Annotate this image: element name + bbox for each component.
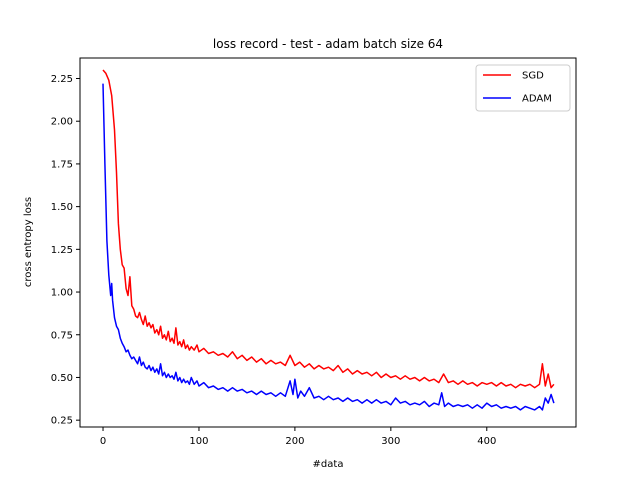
y-tick-label: 0.75 bbox=[51, 330, 73, 341]
y-axis: 0.25 0.50 0.75 1.00 1.25 1.50 1.75 2.00 2.25 bbox=[51, 74, 80, 427]
y-tick-label: 1.75 bbox=[51, 159, 73, 170]
legend-label-adam: ADAM bbox=[522, 94, 552, 105]
series-line-sgd bbox=[102, 69, 555, 389]
y-tick-label: 2.00 bbox=[51, 117, 73, 128]
y-tick-label: 0.25 bbox=[51, 416, 73, 427]
y-tick-label: 2.25 bbox=[51, 74, 73, 85]
y-tick-label: 1.50 bbox=[51, 202, 73, 213]
plot-frame bbox=[79, 57, 577, 428]
chart-title: loss record - test - adam batch size 64 bbox=[213, 37, 443, 51]
x-tick-label: 0 bbox=[100, 436, 106, 447]
y-tick-label: 0.50 bbox=[51, 373, 73, 384]
legend-box bbox=[475, 64, 571, 112]
plot-area bbox=[102, 69, 555, 411]
series-line-adam bbox=[102, 83, 555, 411]
x-axis: 0 100 200 300 400 bbox=[100, 427, 496, 447]
x-tick-label: 400 bbox=[477, 436, 496, 447]
x-tick-label: 300 bbox=[381, 436, 400, 447]
x-tick-label: 100 bbox=[189, 436, 208, 447]
legend: SGD ADAM bbox=[475, 64, 571, 112]
y-tick-label: 1.00 bbox=[51, 288, 73, 299]
y-axis-label: cross entropy loss bbox=[23, 197, 34, 287]
y-tick-label: 1.25 bbox=[51, 245, 73, 256]
x-axis-label: #data bbox=[313, 459, 344, 470]
x-tick-label: 200 bbox=[285, 436, 304, 447]
legend-label-sgd: SGD bbox=[522, 71, 544, 82]
